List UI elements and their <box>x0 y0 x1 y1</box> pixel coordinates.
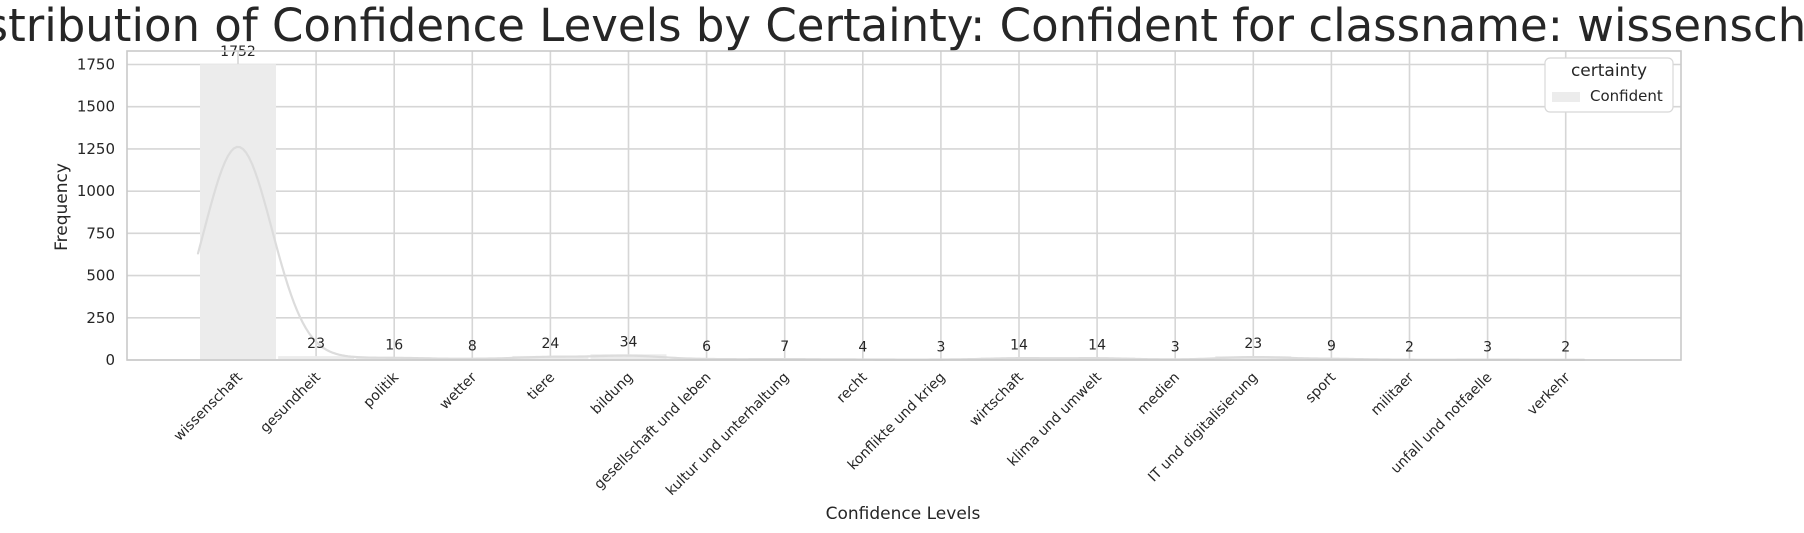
y-tick-label: 0 <box>105 351 115 369</box>
bar-value-label: 23 <box>1244 336 1262 352</box>
bar-value-label: 9 <box>1327 338 1336 354</box>
legend-layer: certainty Confident <box>1544 57 1674 113</box>
x-axis-label: Confidence Levels <box>826 504 981 524</box>
bar-value-label: 14 <box>1010 338 1028 354</box>
y-tick-label: 500 <box>86 267 115 285</box>
bar <box>512 355 589 360</box>
chart-title: Distribution of Confidence Levels by Cer… <box>0 0 1804 52</box>
bar-value-label: 2 <box>1561 340 1570 356</box>
bar-value-label: 6 <box>702 339 711 355</box>
legend-title: certainty <box>1571 61 1647 81</box>
bar-value-label: 4 <box>858 339 867 355</box>
bar-value-label: 14 <box>1088 338 1106 354</box>
bar-value-label: 23 <box>307 336 325 352</box>
y-tick-label: 1000 <box>77 182 115 200</box>
y-tick-label: 1750 <box>77 56 115 74</box>
plot-area <box>127 51 1681 360</box>
bar <box>278 356 355 360</box>
bar-value-label: 2 <box>1405 340 1414 356</box>
bar-value-label: 1752 <box>220 44 256 60</box>
bar-value-label: 24 <box>541 336 559 352</box>
y-tick-label: 750 <box>86 224 115 242</box>
legend-swatch <box>1552 92 1580 102</box>
bar-value-label: 34 <box>620 334 638 350</box>
bar <box>200 64 276 360</box>
bar-value-label: 3 <box>1483 339 1492 355</box>
plot-frame <box>126 50 1682 361</box>
y-axis-label: Frequency <box>52 163 72 251</box>
legend-entry-label: Confident <box>1590 87 1663 105</box>
bars-layer <box>200 64 1604 360</box>
bar-value-label: 8 <box>468 339 477 355</box>
y-tick-label: 250 <box>86 309 115 327</box>
y-tick-label: 1250 <box>77 140 115 158</box>
bar <box>590 354 667 360</box>
bar-value-label: 7 <box>780 339 789 355</box>
bar-value-label: 16 <box>385 337 403 353</box>
bar-value-label: 3 <box>936 339 945 355</box>
grid-layer <box>127 51 1681 361</box>
bar-value-label: 3 <box>1171 339 1180 355</box>
y-tick-label: 1500 <box>77 98 115 116</box>
